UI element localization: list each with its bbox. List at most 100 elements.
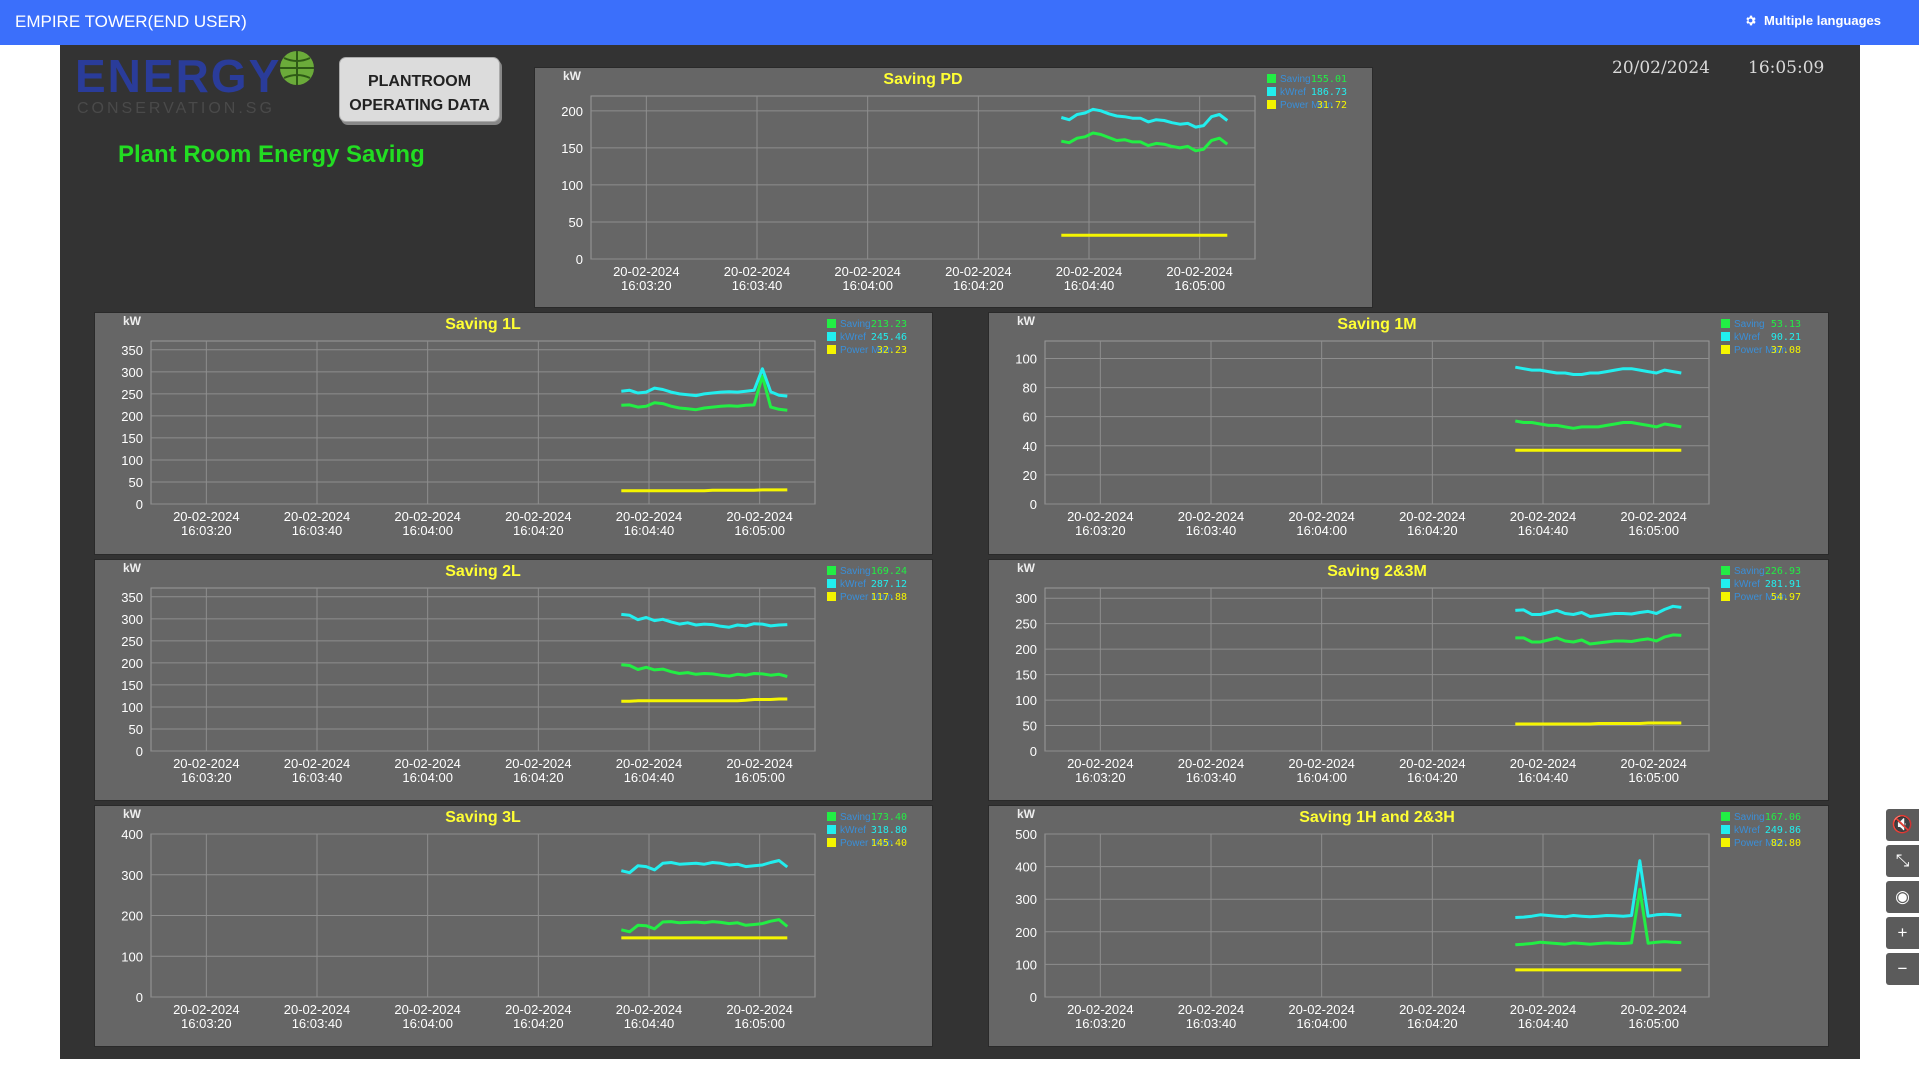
x-tick-label: 20-02-2024 16:03:20 [1067, 1002, 1134, 1031]
chart-title: Saving 3L [445, 809, 521, 826]
series-line-kwref [1060, 107, 1229, 129]
legend-swatch-power-main [827, 345, 836, 354]
series-line-saving [1515, 633, 1682, 646]
legend-value-power-main: 37.08 [1771, 345, 1801, 356]
legend-value-saving: 213.23 [871, 319, 907, 330]
legend-label-saving: Saving [840, 812, 871, 823]
line-chart: Saving PD kW 0 50 100 150 200 20-02-2024 16:03:2… [561, 69, 1347, 293]
chart-panel-saving-2l: Saving 2L kW 0 50 100 150 200 250 300 350 20-02-20… [94, 559, 933, 801]
y-tick-label: 40 [1023, 439, 1037, 454]
x-tick-label: 20-02-2024 16:03:20 [1067, 509, 1134, 538]
x-tick-label: 20-02-2024 16:04:00 [394, 1002, 461, 1031]
y-tick-label: 80 [1023, 381, 1037, 396]
legend-value-kwref: 245.46 [871, 332, 907, 343]
series-line-saving [621, 663, 788, 678]
y-tick-label: 350 [121, 590, 143, 605]
plot-frame [150, 587, 816, 752]
legend-label-saving: Saving [840, 319, 871, 330]
series-line-kwref [1515, 604, 1682, 618]
legend-value-saving: 167.06 [1765, 812, 1801, 823]
legend-swatch-saving [1721, 319, 1730, 328]
y-tick-label: 300 [121, 365, 143, 380]
series-line-kwref [621, 367, 788, 398]
legend-value-saving: 155.01 [1311, 74, 1347, 85]
x-tick-label: 20-02-2024 16:03:20 [1067, 756, 1134, 785]
legend-value-saving: 169.24 [871, 566, 907, 577]
zoom-in-button[interactable]: + [1886, 917, 1919, 949]
x-tick-label: 20-02-2024 16:05:00 [1620, 756, 1687, 785]
legend-swatch-power-main [1721, 838, 1730, 847]
legend-swatch-power-main [1721, 592, 1730, 601]
legend-label-kwref: kWref [1280, 87, 1306, 98]
legend-swatch-saving [827, 319, 836, 328]
legend-label-saving: Saving [1734, 319, 1765, 330]
y-tick-label: 400 [1015, 860, 1037, 875]
plantroom-button-line2: OPERATING DATA [349, 97, 490, 114]
logo-word: ENERGY [75, 50, 281, 102]
globe-icon [280, 51, 314, 85]
legend-value-power-main: 145.40 [871, 838, 907, 849]
line-chart: Saving 1H and 2&3H kW 0 100 200 300 400 500 20-0… [1015, 807, 1801, 1031]
x-tick-label: 20-02-2024 16:05:00 [726, 756, 793, 785]
x-tick-label: 20-02-2024 16:04:00 [834, 264, 901, 293]
side-toolbar: 🔇 ⤡ ◉ + − [1886, 809, 1919, 989]
x-tick-label: 20-02-2024 16:04:20 [1399, 1002, 1466, 1031]
x-tick-label: 20-02-2024 16:05:00 [726, 509, 793, 538]
legend-label-power-main: Power Main [1734, 592, 1787, 603]
collapse-button[interactable]: ⤡ [1886, 845, 1919, 877]
legend-value-saving: 173.40 [871, 812, 907, 823]
legend-swatch-kwref [1721, 579, 1730, 588]
y-axis-unit: kW [1017, 561, 1036, 575]
x-tick-label: 20-02-2024 16:04:20 [505, 756, 572, 785]
legend-value-power-main: 54.97 [1771, 592, 1801, 603]
legend-value-power-main: 31.72 [1317, 100, 1347, 111]
chart-title: Saving PD [883, 71, 962, 88]
series-line-kwref [1515, 365, 1682, 376]
y-tick-label: 0 [576, 252, 583, 267]
line-chart: Saving 2L kW 0 50 100 150 200 250 300 350 20-02-20… [121, 561, 907, 785]
y-tick-label: 300 [121, 868, 143, 883]
series-line-power-main [1515, 721, 1682, 726]
current-time: 16:05:09 [1748, 58, 1825, 78]
y-tick-label: 400 [121, 827, 143, 842]
y-tick-label: 200 [561, 104, 583, 119]
x-tick-label: 20-02-2024 16:04:40 [1510, 1002, 1577, 1031]
x-tick-label: 20-02-2024 16:04:20 [945, 264, 1012, 293]
x-tick-label: 20-02-2024 16:03:40 [1178, 1002, 1245, 1031]
hide-button[interactable]: ◉ [1886, 881, 1919, 913]
line-chart: Saving 3L kW 0 100 200 300 400 20-02-2024 16:03:… [121, 807, 907, 1031]
y-tick-label: 200 [1015, 642, 1037, 657]
y-tick-label: 0 [1030, 990, 1037, 1005]
mute-button[interactable]: 🔇 [1886, 809, 1919, 841]
y-tick-label: 300 [1015, 892, 1037, 907]
collapse-icon: ⤡ [1895, 851, 1910, 870]
x-tick-label: 20-02-2024 16:03:40 [284, 756, 351, 785]
y-tick-label: 50 [1023, 719, 1037, 734]
y-tick-label: 150 [561, 141, 583, 156]
zoom-out-button[interactable]: − [1886, 953, 1919, 985]
y-tick-label: 50 [569, 215, 583, 230]
y-tick-label: 100 [1015, 957, 1037, 972]
legend-value-kwref: 281.91 [1765, 579, 1801, 590]
zoom-out-icon: − [1897, 959, 1908, 978]
hide-icon: ◉ [1895, 887, 1910, 906]
line-chart: Saving 2&3M kW 0 50 100 150 200 250 300 20-02-202… [1015, 561, 1801, 785]
legend-label-power-main: Power Main [1734, 345, 1787, 356]
plantroom-operating-data-button[interactable]: PLANTROOM OPERATING DATA [339, 57, 500, 122]
legend-value-kwref: 318.80 [871, 825, 907, 836]
y-tick-label: 20 [1023, 468, 1037, 483]
legend-value-power-main: 117.88 [871, 592, 907, 603]
top-header-bar: EMPIRE TOWER(END USER) Multiple language… [0, 0, 1919, 45]
chart-title: Saving 2L [445, 563, 521, 580]
x-tick-label: 20-02-2024 16:04:40 [1056, 264, 1123, 293]
x-tick-label: 20-02-2024 16:05:00 [1620, 1002, 1687, 1031]
legend-swatch-kwref [1267, 87, 1276, 96]
y-tick-label: 0 [136, 744, 143, 759]
line-chart: Saving 1M kW 0 20 40 60 80 100 20-02-2024 16:03:2… [1015, 314, 1801, 538]
language-selector[interactable]: Multiple languages [1744, 13, 1881, 28]
y-axis-unit: kW [123, 314, 142, 328]
x-tick-label: 20-02-2024 16:04:20 [505, 509, 572, 538]
series-line-kwref [620, 859, 789, 875]
chart-title: Saving 1H and 2&3H [1299, 809, 1455, 826]
legend-swatch-saving [827, 566, 836, 575]
